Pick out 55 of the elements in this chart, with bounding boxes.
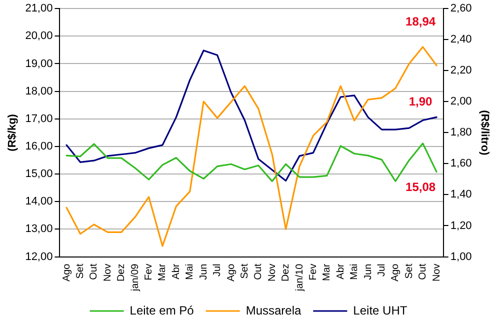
y2-tick-label: 1,00 <box>450 250 472 263</box>
x-tick-label: Nov <box>102 264 114 282</box>
x-tick-label: jan/09 <box>130 263 141 292</box>
y-tick-label: 12,00 <box>25 250 53 263</box>
x-tick-label: Set <box>239 264 250 279</box>
y-tick-label: 14,00 <box>25 196 53 208</box>
x-tick-label: Jun <box>362 264 374 280</box>
legend-label: Leite UHT <box>353 303 408 318</box>
x-tick-label: Out <box>418 264 429 280</box>
y2-axis-title: (R$/litro) <box>478 110 490 156</box>
x-tick-label: Mar <box>322 263 333 281</box>
x-tick-label: Nov <box>266 264 278 282</box>
y2-tick-label: 2,60 <box>450 2 472 15</box>
annotation: 18,94 <box>406 14 436 29</box>
y2-tick-label: 1,40 <box>450 188 472 201</box>
y-tick-label: 21,00 <box>25 2 53 15</box>
x-tick-label: Jul <box>212 264 224 277</box>
y-axis-title: (R$/kg) <box>6 114 19 152</box>
x-tick-label: jan/10 <box>294 263 306 292</box>
x-tick-label: Mar <box>157 263 168 281</box>
x-tick-label: Dez <box>116 264 128 282</box>
x-tick-label: Abr <box>335 263 346 280</box>
y2-tick-label: 1,20 <box>450 220 472 232</box>
x-tick-label: Mai <box>184 264 196 280</box>
legend-label: Mussarela <box>246 303 302 318</box>
x-tick-label: Ago <box>226 263 237 282</box>
x-tick-label: Fev <box>144 264 155 280</box>
x-tick-label: Ago <box>61 263 72 282</box>
y-tick-label: 18,00 <box>25 85 53 98</box>
y2-tick-label: 2,40 <box>450 34 472 46</box>
y-tick-label: 15,00 <box>25 168 53 180</box>
x-tick-label: Mai <box>349 264 360 280</box>
x-tick-label: Nov <box>431 264 442 282</box>
x-tick-label: Out <box>253 264 264 280</box>
legend-label: Leite em Pó <box>130 303 194 318</box>
x-tick-label: Out <box>88 264 100 280</box>
x-tick-label: Jun <box>198 264 210 280</box>
y-tick-label: 19,00 <box>25 58 53 70</box>
y-tick-label: 20,00 <box>25 30 53 42</box>
y2-tick-label: 1,60 <box>450 158 472 170</box>
annotation: 1,90 <box>408 94 433 108</box>
x-tick-label: Fev <box>308 264 319 280</box>
x-tick-label: Abr <box>170 263 182 280</box>
y-tick-label: 17,00 <box>25 112 53 125</box>
y2-tick-label: 1,80 <box>450 126 472 139</box>
y-tick-label: 16,00 <box>25 140 53 152</box>
x-tick-label: Set <box>75 264 86 279</box>
x-tick-label: Dez <box>280 264 292 282</box>
annotation: 15,08 <box>406 180 436 194</box>
x-tick-label: Jul <box>376 264 388 277</box>
y-tick-label: 13,00 <box>25 223 53 236</box>
x-tick-label: Set <box>404 264 415 279</box>
y2-tick-label: 2,00 <box>450 96 472 108</box>
y2-tick-label: 2,20 <box>450 64 472 77</box>
x-tick-label: Ago <box>390 263 402 282</box>
